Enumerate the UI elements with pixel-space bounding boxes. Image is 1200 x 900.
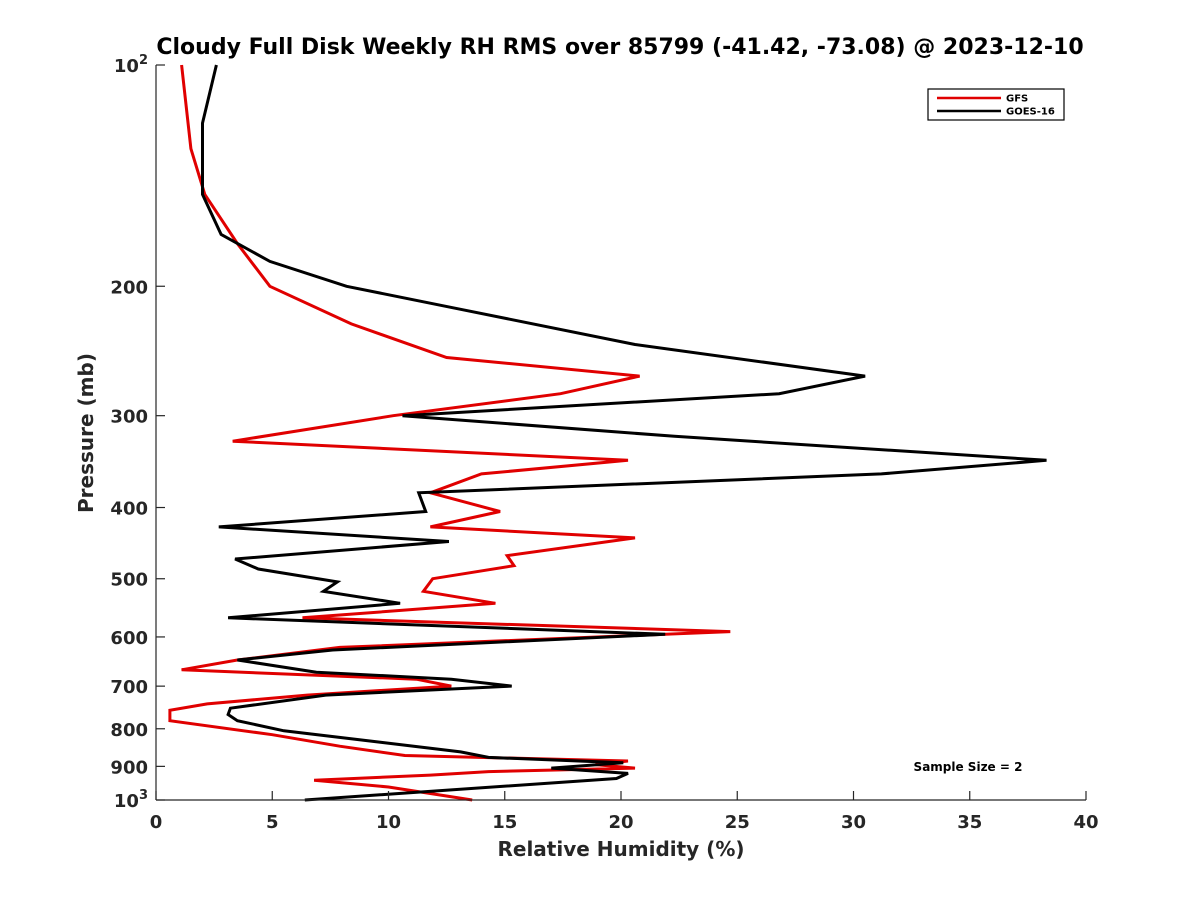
y-tick-label: 500	[110, 570, 148, 591]
x-tick-label: 30	[841, 812, 866, 833]
x-tick-label: 40	[1073, 812, 1098, 833]
x-axis-label: Relative Humidity (%)	[497, 837, 744, 861]
series-line-goes-16	[201, 64, 1047, 802]
y-tick-label: 102	[114, 53, 148, 77]
legend-label-gfs: GFS	[1006, 94, 1028, 105]
x-tick-label: 35	[957, 812, 982, 833]
x-tick-label: 20	[608, 812, 633, 833]
legend-box	[927, 88, 1065, 121]
y-tick-label: 103	[114, 788, 148, 812]
y-axis-label: Pressure (mb)	[74, 353, 98, 513]
y-tick-label: 400	[110, 499, 148, 520]
y-tick-label: 800	[110, 720, 148, 741]
y-tick-label: 700	[110, 677, 148, 698]
y-ticks: 102 200 300 400 500 600 700 800 900 103	[110, 53, 165, 812]
y-tick-label: 200	[110, 277, 148, 298]
legend: GFS GOES-16	[927, 88, 1065, 121]
chart-title: Cloudy Full Disk Weekly RH RMS over 8579…	[156, 35, 1083, 60]
sample-size-annotation: Sample Size = 2	[914, 760, 1023, 774]
y-tick-label: 300	[110, 407, 148, 428]
legend-label-goes-16: GOES-16	[1006, 107, 1055, 118]
x-tick-label: 5	[266, 812, 279, 833]
x-tick-label: 0	[150, 812, 163, 833]
x-tick-label: 25	[725, 812, 750, 833]
y-tick-label: 600	[110, 628, 148, 649]
y-tick-label: 900	[110, 757, 148, 778]
x-ticks: 0 5 10 15 20 25 30 35 40	[150, 791, 1099, 833]
series-layer	[168, 64, 1047, 802]
x-tick-label: 15	[492, 812, 517, 833]
x-tick-label: 10	[376, 812, 401, 833]
